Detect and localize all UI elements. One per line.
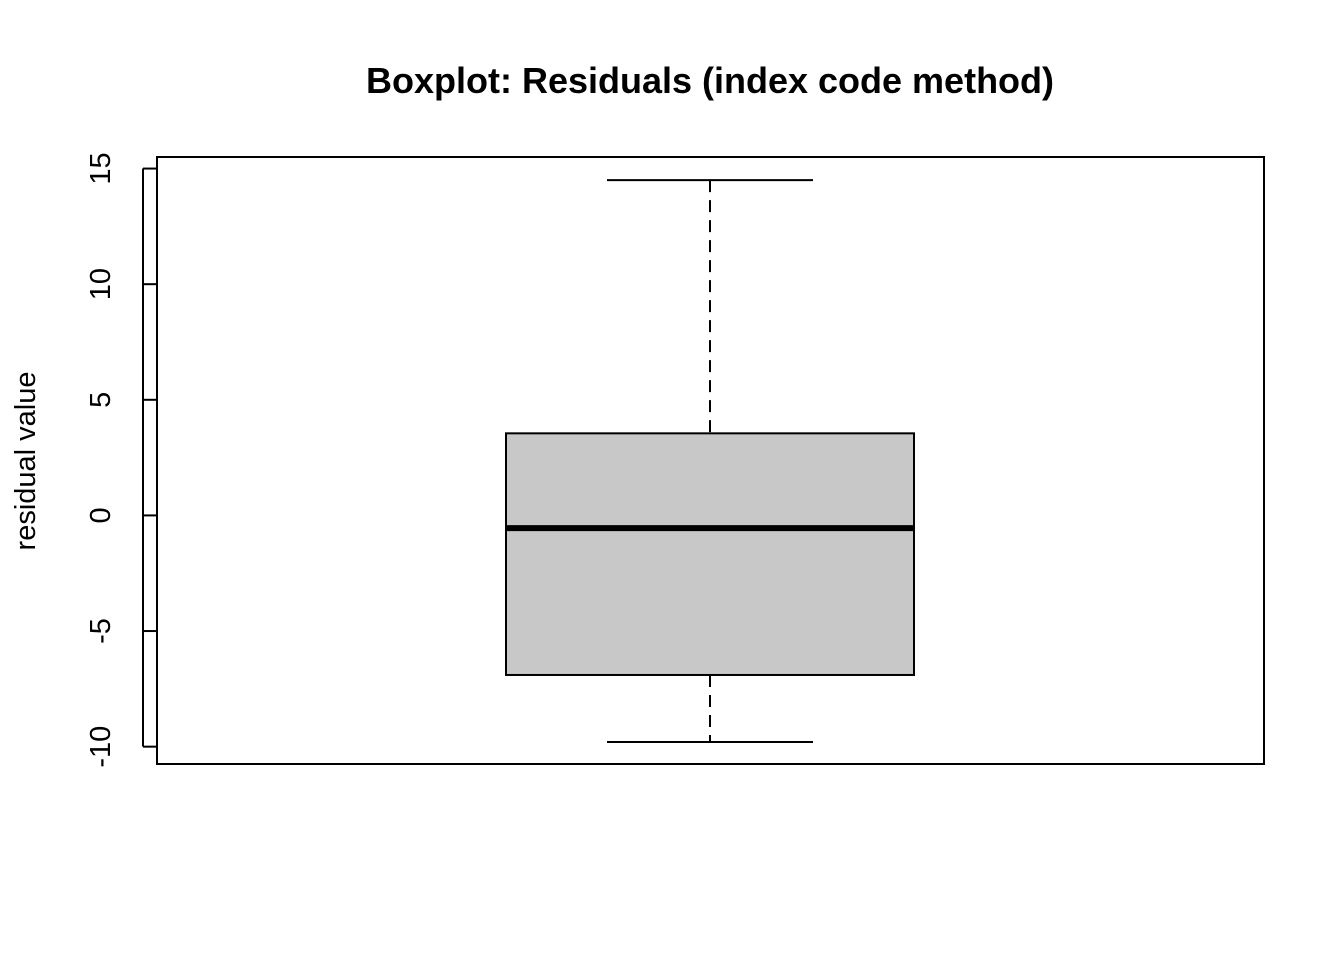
y-tick-label: 15 [85,152,117,184]
y-tick-label: -5 [85,618,117,644]
plot-frame [156,156,1265,765]
box-group [505,179,915,744]
y-axis-label: residual value [10,372,42,551]
y-axis: -10 -5 0 5 10 15 [85,152,156,768]
chart-title: Boxplot: Residuals (index code method) [366,60,1054,101]
y-tick-label: -10 [85,726,117,768]
y-tick-label: 10 [85,268,117,300]
y-tick-label: 5 [85,392,117,408]
y-tick-label: 0 [85,507,117,523]
interquartile-box [505,432,915,676]
